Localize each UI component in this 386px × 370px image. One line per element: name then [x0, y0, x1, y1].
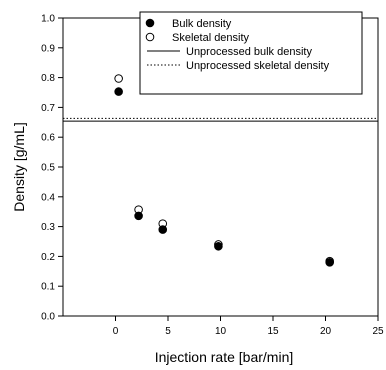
data-points: [114, 74, 335, 267]
legend-label-unprocessed-bulk: Unprocessed bulk density: [186, 46, 312, 58]
y-tick-label: 0.0: [41, 312, 55, 323]
y-tick-label: 0.5: [41, 163, 55, 174]
y-tick-label: 0.2: [41, 252, 55, 263]
y-tick-label: 0.9: [41, 43, 55, 54]
x-tick-label: 20: [320, 326, 332, 337]
x-axis-title: Injection rate [bar/min]: [155, 349, 294, 365]
y-tick-label: 1.0: [41, 14, 55, 25]
y-tick-label: 0.1: [41, 282, 55, 293]
legend-box: [139, 11, 363, 95]
reference-lines: [63, 117, 378, 122]
bulk-density-point: [114, 87, 123, 96]
legend-marker-bulk: [145, 18, 155, 28]
x-tick-label: 15: [267, 326, 279, 337]
legend: Bulk density Skeletal density Unprocesse…: [139, 11, 363, 95]
y-tick-label: 0.3: [41, 222, 55, 233]
skeletal-density-point: [114, 74, 123, 83]
legend-label-unprocessed-skeletal: Unprocessed skeletal density: [186, 60, 330, 72]
bulk-density-point: [325, 258, 335, 267]
x-tick-label: 5: [165, 326, 171, 337]
x-tick-label: 10: [215, 326, 227, 337]
y-tick-label: 0.8: [41, 73, 55, 84]
legend-label-bulk: Bulk density: [172, 18, 232, 30]
y-tick-label: 0.6: [41, 133, 55, 144]
bulk-density-point: [214, 241, 223, 251]
y-tick-label: 0.4: [41, 192, 55, 203]
legend-label-skeletal: Skeletal density: [172, 32, 250, 44]
bulk-density-point: [134, 211, 143, 221]
x-tick-label: 0: [113, 326, 119, 337]
x-tick-label: 25: [372, 326, 384, 337]
y-tick-label: 0.7: [41, 103, 55, 114]
legend-marker-skeletal: [145, 32, 155, 42]
bulk-density-point: [158, 225, 168, 234]
y-axis-title: Density [g/mL]: [11, 122, 27, 211]
